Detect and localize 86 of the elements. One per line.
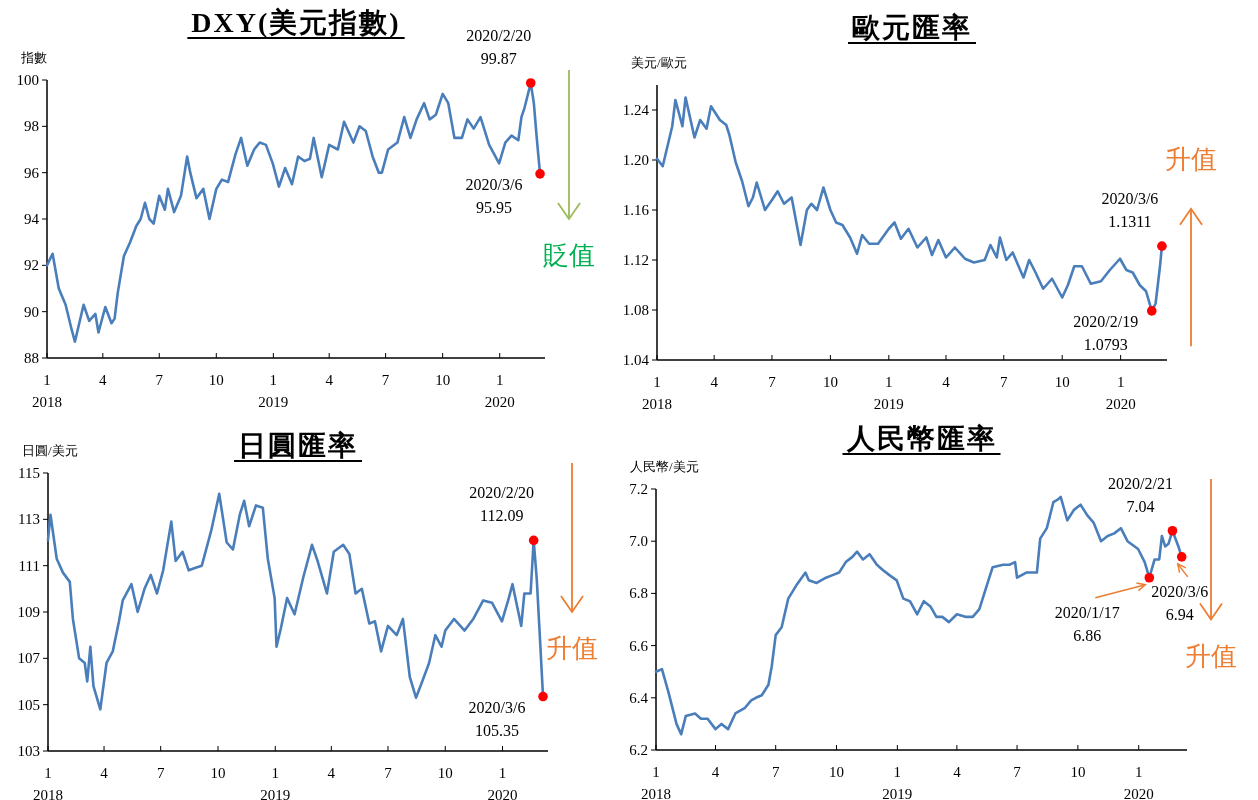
- y-axis-title: 指數: [20, 50, 47, 65]
- x-tick-label: 1 2019: [260, 765, 291, 800]
- y-tick-label: 113: [18, 511, 40, 528]
- x-tick-label: 4: [953, 764, 962, 780]
- annotation: 升值: [546, 634, 598, 663]
- x-tick-label: 1 2018: [32, 372, 62, 410]
- x-tick-label: 10: [208, 372, 224, 388]
- annotation: 2020/2/19 1.0793: [1073, 312, 1139, 353]
- y-tick-label: 6.8: [629, 585, 648, 602]
- y-tick-label: 6.2: [629, 742, 648, 758]
- annotation: 升值: [1165, 144, 1217, 174]
- annotation: 2020/3/6 95.95: [465, 175, 523, 216]
- y-tick-label: 90: [24, 303, 39, 320]
- x-tick-label: 7: [381, 372, 390, 388]
- point: [1176, 552, 1187, 562]
- y-tick-label: 1.20: [622, 152, 649, 168]
- y-tick-label: 111: [18, 557, 40, 574]
- annotation: 2020/3/6 6.94: [1151, 582, 1209, 623]
- y-tick-label: 105: [17, 696, 40, 713]
- y-axis-title: 美元/歐元: [631, 55, 687, 70]
- chart-title: DXY(美元指數): [191, 7, 401, 38]
- x-tick-label: 4: [99, 372, 108, 388]
- y-tick-label: 1.04: [622, 352, 650, 368]
- y-tick-label: 107: [17, 650, 41, 667]
- x-tick-label: 1 2020: [1105, 374, 1136, 412]
- y-tick-label: 1.24: [622, 102, 650, 118]
- annotation: 2020/3/6 1.1311: [1101, 190, 1159, 231]
- annotation: 2020/2/21 7.04: [1108, 474, 1173, 515]
- chart-title: 歐元匯率: [852, 12, 972, 43]
- y-tick-label: 94: [24, 211, 40, 227]
- y-tick-label: 100: [16, 72, 39, 88]
- y-tick-label: 115: [18, 465, 40, 481]
- x-tick-label: 10: [829, 764, 845, 780]
- x-tick-label: 1 2020: [484, 372, 515, 410]
- x-tick-label: 7: [384, 765, 393, 781]
- x-tick-label: 7: [771, 764, 780, 780]
- y-tick-label: 92: [24, 257, 39, 274]
- annotation: 貶值: [543, 241, 595, 270]
- y-tick-label: 103: [17, 743, 40, 759]
- annotation: 2020/2/20 112.09: [469, 484, 535, 525]
- x-tick-label: 10: [435, 372, 451, 388]
- annotation: 2020/2/20 99.87: [466, 27, 532, 68]
- x-tick-label: 7: [1013, 764, 1022, 780]
- x-tick-label: 4: [100, 765, 109, 781]
- annotation: 升值: [1185, 641, 1237, 671]
- x-tick-label: 4: [327, 765, 336, 781]
- x-tick-label: 7: [1000, 374, 1009, 390]
- y-tick-label: 98: [24, 118, 39, 135]
- x-tick-label: 1 2019: [873, 374, 904, 412]
- x-tick-label: 1 2018: [33, 765, 63, 800]
- annotation: 2020/1/17 6.86: [1054, 603, 1120, 644]
- x-tick-label: 1 2019: [882, 764, 913, 800]
- x-tick-label: 1 2018: [641, 764, 671, 800]
- x-tick-label: 7: [155, 372, 164, 388]
- x-tick-label: 4: [325, 372, 334, 388]
- x-tick-label: 10: [210, 765, 226, 781]
- x-tick-label: 1 2018: [642, 374, 672, 412]
- chart-title: 人民幣匯率: [845, 423, 997, 454]
- x-tick-label: 4: [942, 374, 951, 390]
- x-tick-label: 7: [156, 765, 165, 781]
- point: [1144, 572, 1155, 583]
- y-tick-label: 7.2: [629, 481, 648, 497]
- y-tick-label: 6.4: [629, 689, 649, 706]
- y-axis-title: 人民幣/美元: [630, 459, 699, 474]
- x-tick-label: 1 2019: [258, 372, 289, 410]
- y-tick-label: 1.16: [622, 202, 650, 218]
- y-tick-label: 7.0: [629, 533, 648, 550]
- y-tick-label: 6.6: [629, 637, 649, 654]
- x-tick-label: 1 2020: [1123, 764, 1154, 800]
- y-tick-label: 109: [17, 604, 40, 620]
- chart-title: 日圓匯率: [238, 430, 358, 461]
- x-tick-label: 10: [822, 374, 838, 390]
- x-tick-label: 10: [437, 765, 453, 781]
- x-tick-label: 10: [1070, 764, 1086, 780]
- y-axis-title: 日圓/美元: [22, 443, 78, 458]
- y-tick-label: 96: [24, 164, 40, 181]
- x-tick-label: 7: [768, 374, 777, 390]
- y-tick-label: 1.08: [622, 302, 649, 318]
- y-tick-label: 1.12: [622, 252, 649, 268]
- annotation: 2020/3/6 105.35: [468, 698, 526, 739]
- x-tick-label: 4: [710, 374, 719, 390]
- x-tick-label: 4: [711, 764, 720, 780]
- point: [1167, 525, 1178, 536]
- x-tick-label: 10: [1054, 374, 1070, 390]
- y-tick-label: 88: [24, 350, 39, 366]
- x-tick-label: 1 2020: [487, 765, 518, 800]
